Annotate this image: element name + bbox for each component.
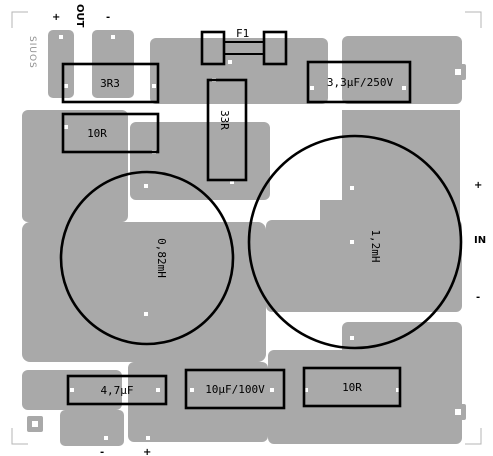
resistor-10r-top-label: 10R — [87, 127, 107, 140]
fuse-body-right — [262, 30, 288, 66]
copper-bottom-mid — [128, 362, 268, 442]
brand-text: SIUOS — [27, 36, 37, 69]
copper-top-right — [342, 36, 462, 104]
inductor-082mh-label: 0,82mH — [155, 238, 168, 278]
capacitor-10u-label: 10μF/100V — [205, 383, 265, 396]
out-minus-label: - — [106, 12, 110, 23]
capacitor-4u7-outline — [66, 374, 168, 406]
out-plus-label: + — [52, 12, 60, 23]
inductor-12mh-outline — [247, 134, 463, 350]
bottom-minus-label: - — [100, 447, 104, 456]
copper-inductor-left — [22, 222, 266, 362]
resistor-10r-bottom-outline — [302, 366, 402, 408]
copper-layer — [22, 30, 462, 446]
resistor-33r-outline — [206, 78, 248, 182]
fuse-body-left — [200, 30, 226, 66]
in-label: IN — [474, 235, 486, 246]
resistor-3r3-outline — [61, 62, 160, 104]
copper-left-top — [22, 110, 128, 222]
out-label: OUT — [74, 4, 85, 28]
copper-out-plus — [48, 30, 74, 98]
inductor-12mh-label: 1,2mH — [369, 229, 382, 262]
capacitor-3u3-label: 3,3μF/250V — [327, 76, 394, 89]
resistor-3r3-label: 3R3 — [100, 77, 120, 90]
in-minus-label: - — [476, 292, 480, 303]
capacitor-4u7-label: 4,7μF — [100, 384, 133, 397]
resistor-10r-bottom-label: 10R — [342, 381, 362, 394]
mounting-holes — [27, 64, 466, 432]
copper-top-middle — [150, 38, 328, 104]
copper-inductor-right — [266, 220, 462, 312]
corner-marks — [11, 11, 482, 445]
bottom-plus-label: + — [143, 447, 151, 456]
copper-33r-region — [130, 122, 270, 200]
copper-bottom-pad-left — [60, 410, 124, 446]
capacitor-10u-outline — [184, 368, 286, 410]
copper-bottom-right — [268, 350, 462, 444]
resistor-33r-label: 33R — [218, 110, 231, 130]
in-plus-label: + — [474, 180, 482, 191]
resistor-10r-top-outline — [61, 112, 160, 154]
copper-right-main — [320, 110, 460, 228]
fuse-label: F1 — [236, 27, 249, 40]
capacitor-3u3-outline — [306, 60, 412, 104]
inductor-082mh-outline — [59, 170, 235, 346]
